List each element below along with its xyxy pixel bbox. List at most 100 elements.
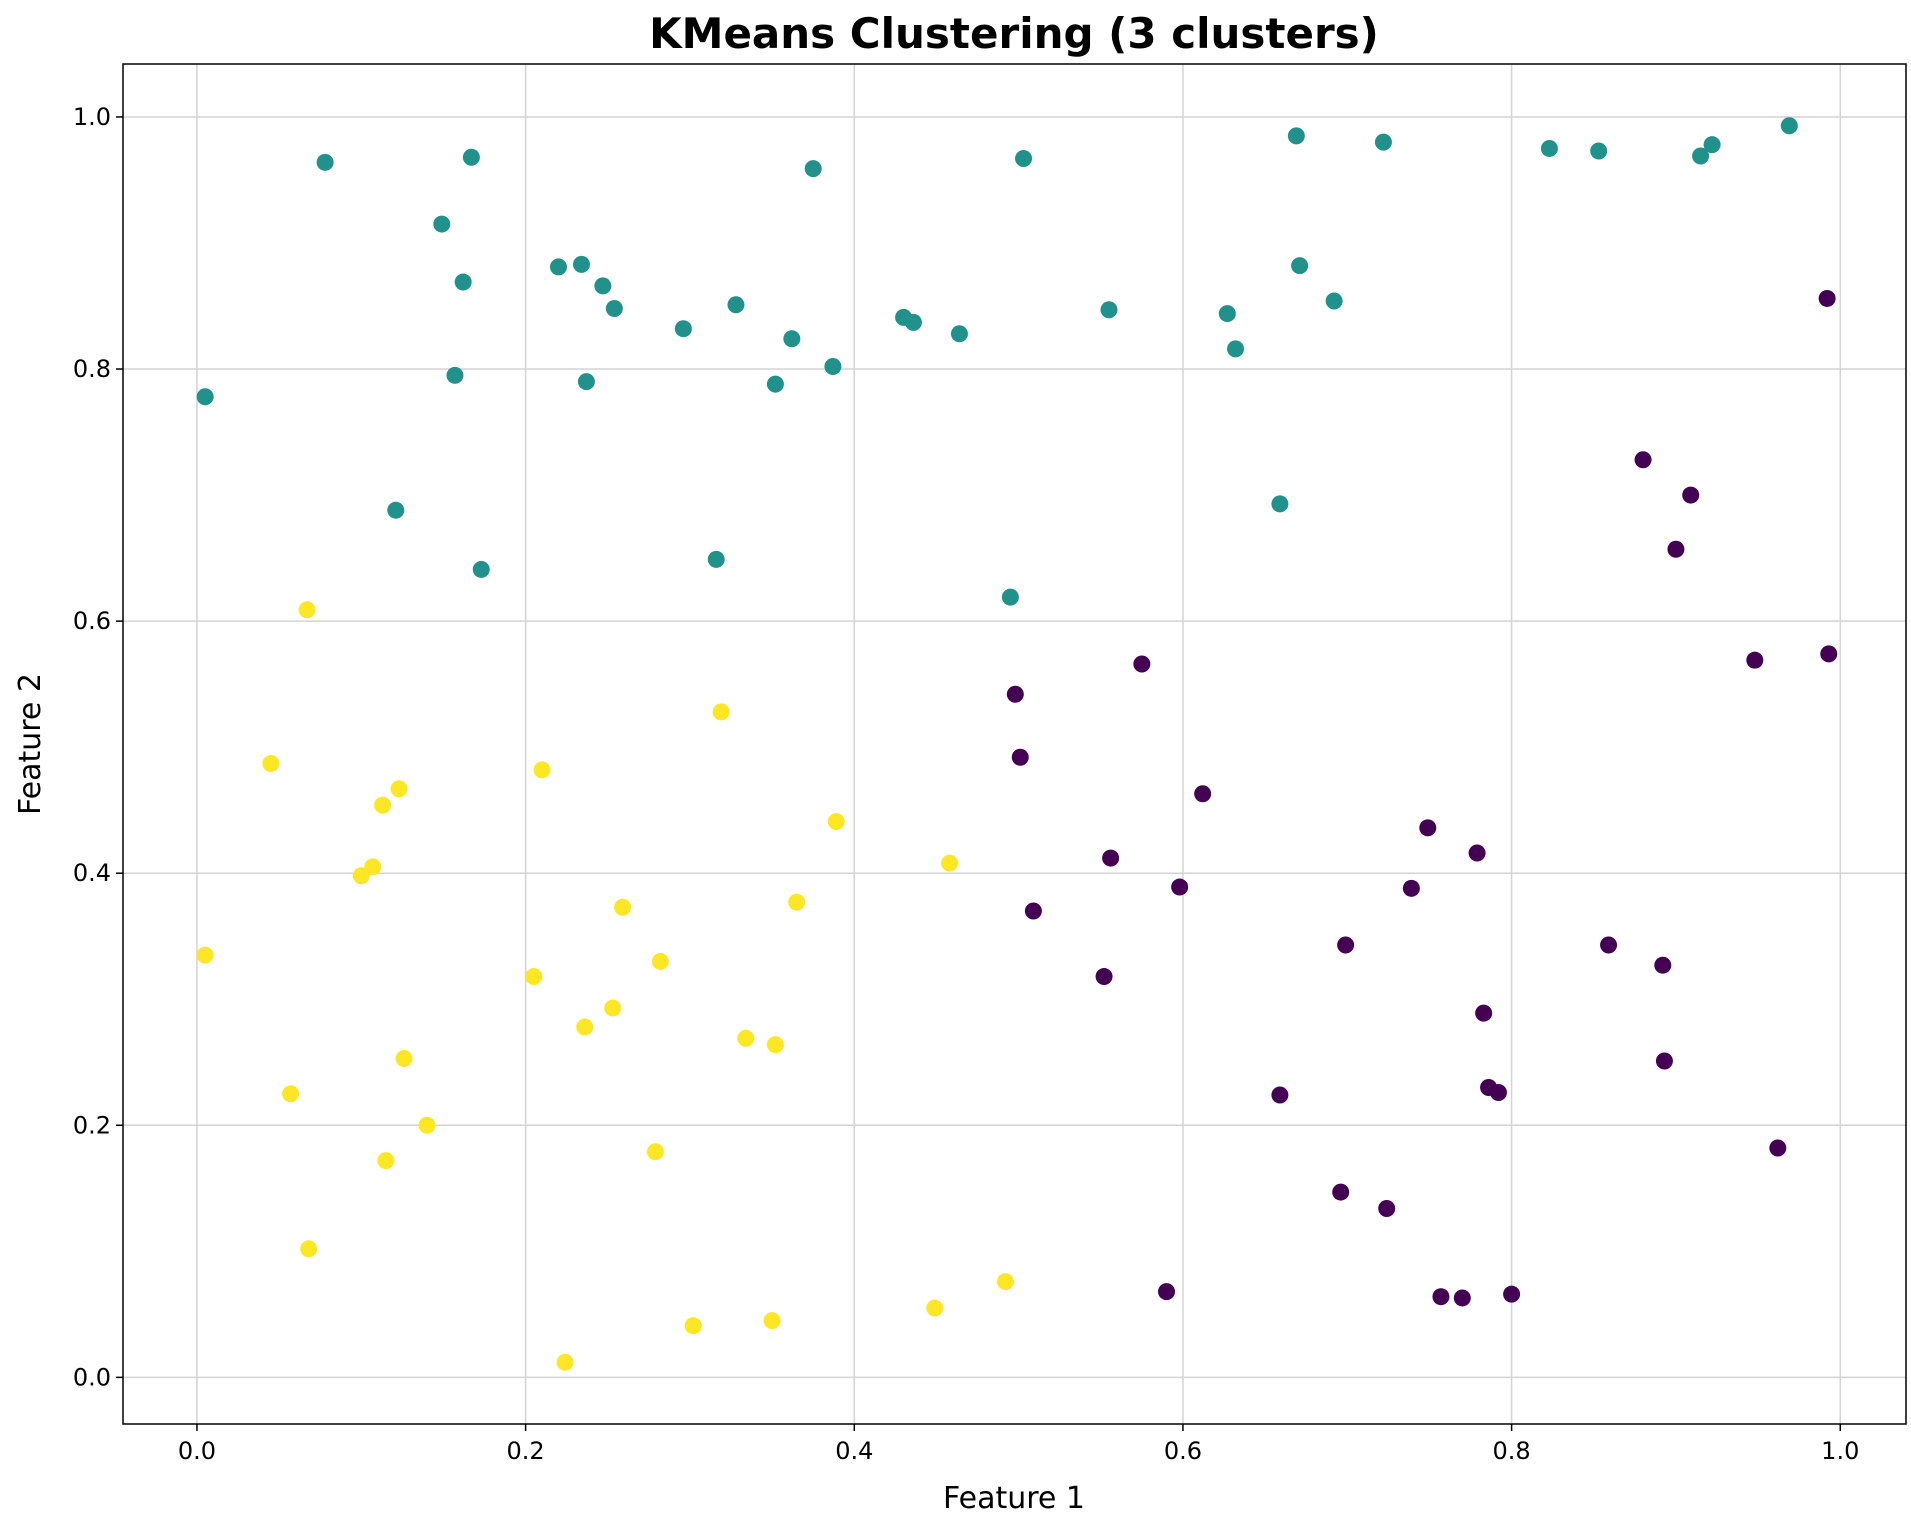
scatter-point [783,330,801,348]
scatter-point [727,296,745,314]
scatter-point [1600,936,1618,954]
scatter-point [827,813,845,831]
scatter-point [454,273,472,291]
scatter-point [1746,651,1764,669]
scatter-point [1667,540,1685,558]
x-axis-label: Feature 1 [943,1481,1085,1516]
scatter-point [941,854,959,872]
scatter-point [446,366,464,384]
cluster-0-points [196,117,1798,606]
scatter-point [1291,257,1309,275]
scatter-point [300,1240,318,1258]
scatter-point [352,867,370,885]
scatter-point [395,1049,413,1067]
scatter-point [1682,486,1700,504]
y-tick-label: 0.0 [73,1363,111,1391]
scatter-point [1271,495,1289,513]
scatter-point [390,780,408,798]
cluster-2-points [196,601,1014,1371]
scatter-point [1540,139,1558,157]
scatter-point [374,796,392,814]
scatter-point [533,761,551,779]
scatter-point [1654,956,1672,974]
scatter-point [572,255,590,273]
scatter-point [298,601,316,619]
x-axis-ticks: 0.0 0.2 0.4 0.6 0.8 1.0 [178,1424,1859,1465]
scatter-point [1432,1288,1450,1306]
y-axis-ticks: 0.0 0.2 0.4 0.6 0.8 1.0 [73,103,123,1391]
scatter-point [364,858,382,876]
scatter-point [1332,1183,1350,1201]
scatter-point [1325,292,1343,310]
scatter-point [1102,849,1120,867]
scatter-point [1006,685,1024,703]
scatter-point [1419,819,1437,837]
scatter-point [1818,289,1836,307]
scatter-point [904,313,922,331]
scatter-point [1503,1285,1521,1303]
scatter-point [684,1317,702,1335]
scatter-point [737,1029,755,1047]
scatter-point [1001,588,1019,606]
scatter-point [1402,879,1420,897]
scatter-point [604,999,622,1017]
scatter-point [996,1273,1014,1291]
scatter-point [1634,451,1652,469]
scatter-point [462,148,480,166]
x-tick-label: 0.0 [178,1437,216,1465]
scatter-point [605,300,623,318]
y-tick-label: 0.2 [73,1111,111,1139]
scatter-point [525,968,543,986]
scatter-point [1655,1052,1673,1070]
scatter-point [1780,117,1798,135]
scatter-point [387,501,405,519]
scatter-point [577,373,595,391]
scatter-point [418,1116,436,1134]
scatter-point [1095,968,1113,986]
scatter-point [804,160,822,178]
scatter-point [1703,136,1721,154]
scatter-point [556,1353,574,1371]
scatter-point [824,358,842,376]
scatter-point [1227,340,1245,358]
scatter-point [377,1152,395,1170]
chart-title: KMeans Clustering (3 clusters) [649,9,1379,58]
scatter-point [472,560,490,578]
scatter-point [262,755,280,773]
scatter-point [1489,1084,1507,1102]
scatter-point [1015,150,1033,168]
scatter-point [433,215,451,233]
scatter-point [712,703,730,721]
cluster-1-points [1006,289,1838,1307]
scatter-point [1378,1199,1396,1217]
scatter-point [1218,305,1236,323]
scatter-point [1590,142,1608,160]
scatter-point [1287,127,1305,145]
scatter-point [1171,878,1189,896]
scatter-point [950,325,968,343]
scatter-point [614,898,632,916]
scatter-point [1374,133,1392,151]
scatter-point [1100,301,1118,319]
scatter-point [196,388,214,406]
scatter-point [1158,1283,1176,1301]
scatter-point [766,1036,784,1054]
grid [123,64,1906,1424]
x-tick-label: 0.2 [507,1437,545,1465]
scatter-point [1475,1004,1493,1022]
scatter-point [1271,1086,1289,1104]
scatter-point [646,1143,664,1161]
scatter-point [282,1085,300,1103]
y-tick-label: 0.6 [73,607,111,635]
scatter-point [549,258,567,276]
scatter-point [1453,1289,1471,1307]
scatter-point [926,1299,944,1317]
scatter-point [674,320,692,338]
y-axis-label: Feature 2 [13,673,48,815]
y-tick-label: 0.8 [73,355,111,383]
scatter-point [1692,147,1710,165]
scatter-point [1133,655,1151,673]
x-tick-label: 1.0 [1821,1437,1859,1465]
scatter-point [788,893,806,911]
